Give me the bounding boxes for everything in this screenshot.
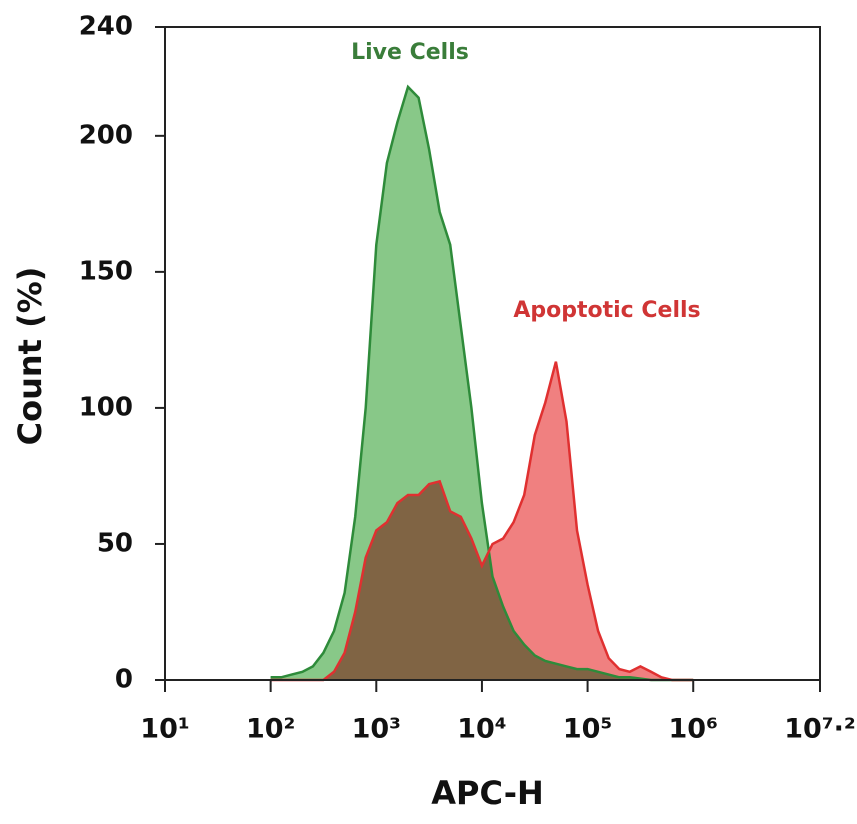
annotation: Apoptotic Cells <box>513 298 700 323</box>
x-tick-label: 10⁶ <box>669 714 718 745</box>
y-tick-label: 50 <box>97 528 133 558</box>
line <box>270 361 694 682</box>
x-tick-label: 10¹ <box>140 714 189 745</box>
plot-frame <box>164 26 821 681</box>
x-tick-label: 10⁴ <box>457 714 506 745</box>
x-axis-label: APC-H <box>431 774 544 812</box>
y-axis-label: Count (%) <box>11 267 49 446</box>
x-tick-label: 10² <box>246 714 295 745</box>
x-tick-label: 10⁵ <box>563 714 612 745</box>
y-tick-label: 0 <box>115 665 133 695</box>
x-tick-label: 10⁷·² <box>784 714 855 745</box>
x-tick-label: 10³ <box>352 714 401 745</box>
y-tick-label: 200 <box>79 120 133 150</box>
line <box>270 84 694 682</box>
y-tick-label: 150 <box>79 256 133 286</box>
area <box>270 361 694 680</box>
y-tick-label: 240 <box>79 12 133 42</box>
annotation: Live Cells <box>351 40 469 65</box>
y-tick-label: 100 <box>79 392 133 422</box>
